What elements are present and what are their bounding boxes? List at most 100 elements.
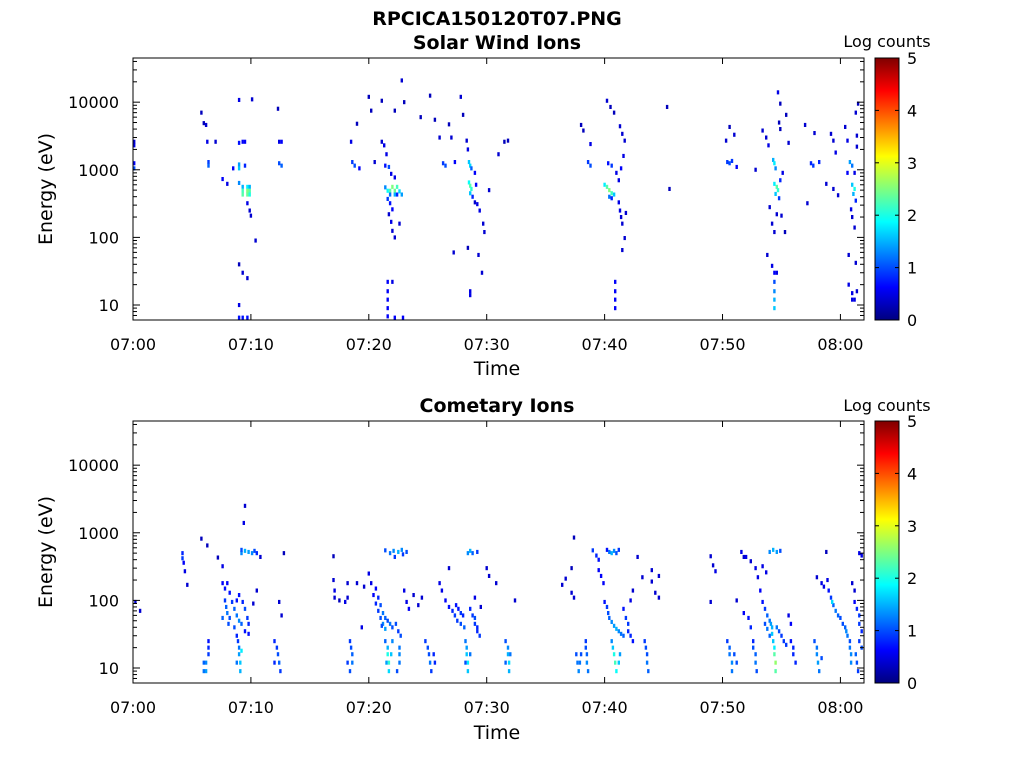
- heatmap-cell: [386, 645, 389, 650]
- heatmap-cell: [463, 625, 466, 630]
- x-tick-label: 07:10: [228, 698, 274, 717]
- panel-title: Cometary Ions: [420, 395, 575, 417]
- heatmap-cell: [250, 551, 254, 556]
- heatmap-cell: [386, 297, 389, 302]
- heatmap-cell: [755, 669, 758, 674]
- heatmap-cell: [618, 124, 622, 129]
- heatmap-cell: [370, 108, 373, 113]
- heatmap-cell: [348, 639, 352, 644]
- heatmap-cell: [237, 593, 241, 598]
- heatmap-cell: [783, 230, 787, 235]
- heatmap-cell: [742, 611, 745, 616]
- heatmap-cell: [761, 564, 764, 569]
- heatmap-cell: [400, 192, 403, 197]
- heatmap-cell: [398, 652, 401, 657]
- heatmap-cell: [138, 608, 142, 613]
- heatmap-cell: [182, 560, 185, 565]
- heatmap-cell: [239, 660, 242, 665]
- heatmap-cell: [506, 645, 510, 650]
- plot-area: [133, 58, 864, 320]
- colorbar: [874, 420, 900, 684]
- heatmap-cell: [428, 660, 432, 665]
- heatmap-cell: [612, 192, 616, 197]
- heatmap-cell: [728, 652, 731, 657]
- heatmap-cell: [780, 213, 783, 218]
- heatmap-cell: [478, 633, 481, 638]
- y-tick-label: 10: [99, 659, 119, 678]
- heatmap-cell: [457, 606, 460, 611]
- heatmap-cell: [467, 180, 471, 185]
- heatmap-cell: [412, 593, 415, 598]
- heatmap-cell: [393, 315, 396, 320]
- heatmap-cell: [380, 98, 383, 103]
- heatmap-cell: [787, 613, 790, 618]
- heatmap-cell: [243, 163, 247, 168]
- heatmap-cell: [848, 645, 852, 650]
- heatmap-cell: [579, 652, 583, 657]
- heatmap-cell: [773, 181, 776, 186]
- heatmap-cell: [230, 599, 234, 604]
- heatmap-cell: [241, 270, 244, 275]
- heatmap-cell: [466, 669, 470, 674]
- heatmap-cell: [367, 94, 370, 99]
- heatmap-cell: [657, 595, 661, 600]
- heatmap-cell: [393, 192, 396, 197]
- heatmap-cell: [779, 178, 782, 183]
- heatmap-cell: [379, 615, 382, 620]
- heatmap-cell: [473, 200, 477, 205]
- heatmap-cell: [858, 551, 861, 556]
- heatmap-cell: [466, 147, 470, 152]
- heatmap-cell: [794, 660, 797, 665]
- heatmap-cell: [227, 621, 230, 626]
- heatmap-cell: [241, 188, 244, 193]
- heatmap-cell: [848, 160, 852, 165]
- heatmap-cell: [623, 138, 626, 143]
- heatmap-cell: [832, 138, 835, 143]
- heatmap-cells: [134, 503, 863, 674]
- heatmap-cell: [181, 556, 184, 561]
- heatmap-cell: [275, 645, 279, 650]
- heatmap-cell: [742, 554, 745, 559]
- heatmap-cell: [233, 625, 236, 630]
- heatmap-cell: [333, 588, 336, 593]
- heatmap-cell: [246, 188, 249, 193]
- heatmap-cell: [849, 660, 853, 665]
- heatmap-cell: [772, 157, 775, 162]
- colorbar: [874, 57, 900, 321]
- heatmap-cell: [372, 593, 375, 598]
- heatmap-cell: [351, 160, 354, 165]
- heatmap-cell: [246, 201, 249, 206]
- heatmap-cell: [476, 629, 479, 634]
- heatmap-cell: [855, 144, 859, 149]
- heatmap-cell: [346, 595, 349, 600]
- x-axis-label: Time: [473, 358, 521, 380]
- heatmap-cell: [854, 652, 857, 657]
- heatmap-cell: [451, 608, 454, 613]
- heatmap-cell: [564, 576, 567, 581]
- heatmap-cell: [775, 212, 778, 217]
- heatmap-cell: [133, 161, 136, 166]
- heatmap-cell: [226, 181, 229, 186]
- heatmap-cell: [214, 139, 217, 144]
- heatmap-cell: [709, 554, 712, 559]
- heatmap-cell: [597, 557, 600, 562]
- heatmap-cell: [466, 660, 470, 665]
- heatmap-cell: [398, 189, 401, 194]
- heatmap-cell: [612, 548, 616, 553]
- heatmap-cell: [391, 184, 394, 189]
- heatmap-cell: [614, 289, 617, 294]
- plot-frame: [132, 420, 865, 684]
- heatmap-cell: [829, 595, 833, 600]
- heatmap-cell: [504, 639, 507, 644]
- heatmap-cells: [133, 78, 860, 320]
- heatmap-cell: [355, 581, 359, 586]
- heatmap-cell: [747, 615, 750, 620]
- heatmap-cell: [384, 626, 387, 631]
- heatmap-cell: [386, 289, 389, 294]
- heatmap-cell: [471, 613, 474, 618]
- heatmap-cell: [469, 548, 472, 553]
- heatmap-cell: [392, 548, 395, 553]
- heatmap-cell: [465, 138, 468, 143]
- heatmap-cell: [223, 586, 227, 591]
- heatmap-cell: [586, 160, 590, 165]
